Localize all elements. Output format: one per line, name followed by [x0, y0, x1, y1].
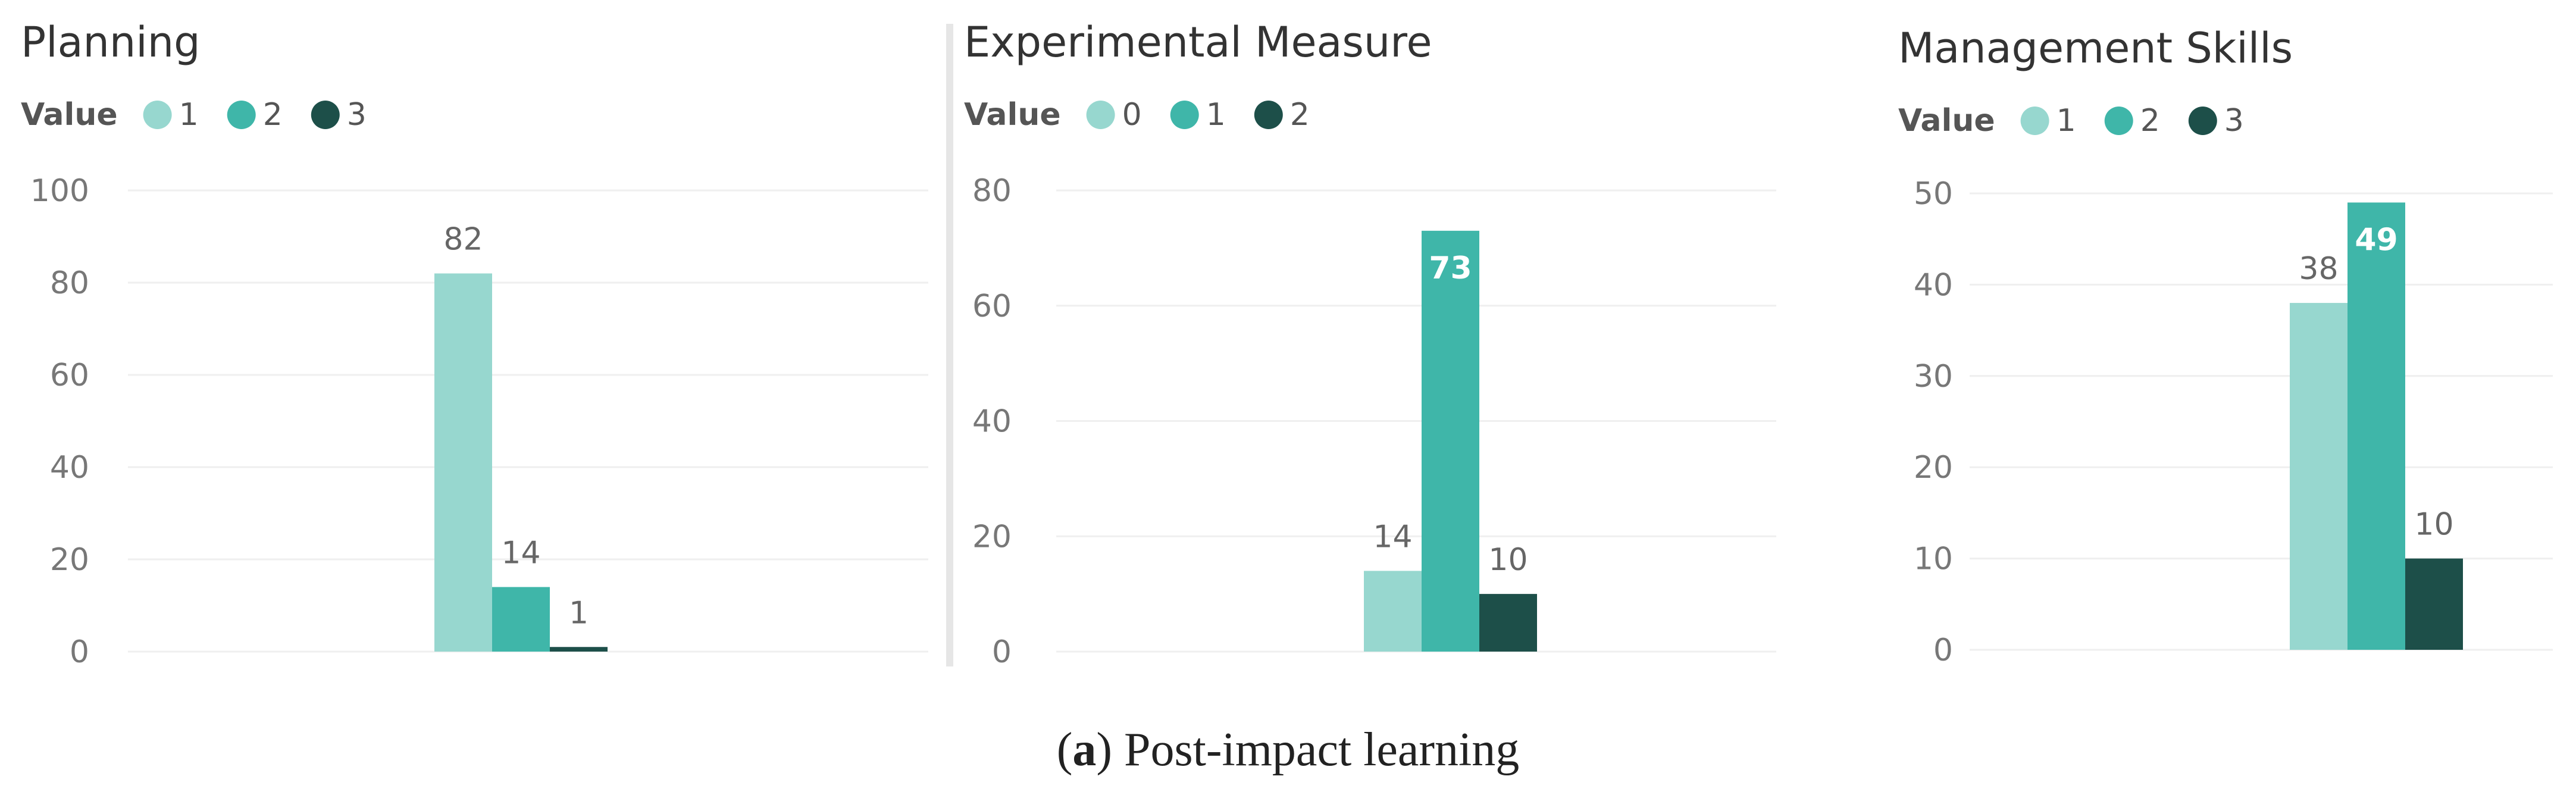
legend-entry: 1 [179, 97, 199, 133]
legend-swatch [311, 101, 340, 129]
panel-title: Experimental Measure [964, 18, 1432, 67]
legend-title: Value [1898, 103, 1995, 139]
legend-title: Value [21, 97, 118, 133]
y-tick-label: 80 [972, 173, 1012, 209]
legend-swatch [143, 101, 172, 129]
caption-open: ( [1056, 724, 1073, 776]
y-tick-label: 0 [992, 634, 1012, 670]
data-label: 10 [2414, 507, 2453, 543]
legend-swatch [1086, 101, 1115, 129]
panel-divider [946, 24, 953, 666]
y-tick-label: 60 [50, 358, 89, 393]
y-tick-label: 0 [70, 634, 89, 670]
y-tick-label: 50 [1914, 176, 1953, 212]
y-tick-label: 20 [972, 519, 1012, 555]
legend-swatch [2104, 107, 2133, 135]
data-label: 1 [569, 595, 589, 631]
legend-entry: 2 [263, 97, 283, 133]
y-tick-label: 40 [50, 450, 89, 486]
bar [2290, 303, 2347, 650]
bar [2405, 558, 2463, 650]
y-tick-label: 60 [972, 289, 1012, 324]
y-tick-label: 0 [1933, 633, 1953, 668]
y-tick-label: 40 [972, 404, 1012, 440]
data-label: 38 [2299, 251, 2338, 287]
legend-entry: 1 [2057, 103, 2076, 139]
bar [550, 647, 608, 652]
y-tick-label: 20 [1914, 450, 1953, 486]
data-label: 49 [2355, 222, 2397, 258]
legend-entry: 3 [2224, 103, 2244, 139]
data-label: 14 [501, 536, 540, 571]
legend-entry: 3 [347, 97, 367, 133]
legend-swatch [1254, 101, 1283, 129]
data-label: 14 [1373, 519, 1412, 555]
legend-entry: 2 [1290, 97, 1310, 133]
y-tick-label: 80 [50, 265, 89, 301]
panel-title: Management Skills [1898, 24, 2293, 73]
data-label: 73 [1429, 251, 1472, 286]
y-tick-label: 40 [1914, 267, 1953, 303]
caption-text: ) Post-impact learning [1096, 724, 1520, 776]
legend-entry: 1 [1206, 97, 1226, 133]
data-label: 82 [443, 222, 483, 258]
y-tick-label: 20 [50, 542, 89, 578]
bar [2347, 202, 2405, 650]
legend-entry: 0 [1122, 97, 1142, 133]
bar [1479, 594, 1537, 652]
legend-swatch [1170, 101, 1199, 129]
bar [434, 273, 492, 652]
legend-swatch [2020, 107, 2049, 135]
legend-entry: 2 [2140, 103, 2160, 139]
bar [492, 587, 550, 652]
y-tick-label: 100 [30, 173, 89, 209]
bar [1422, 230, 1479, 652]
bar [1364, 571, 1422, 652]
caption-label: a [1072, 724, 1097, 776]
y-tick-label: 10 [1914, 542, 1953, 577]
data-label: 10 [1488, 542, 1528, 578]
figure-caption: (a) Post-impact learning [0, 723, 2576, 777]
y-tick-label: 30 [1914, 359, 1953, 395]
legend-title: Value [964, 97, 1061, 133]
panel-title: Planning [21, 18, 201, 67]
legend-swatch [2188, 107, 2217, 135]
legend-swatch [227, 101, 256, 129]
